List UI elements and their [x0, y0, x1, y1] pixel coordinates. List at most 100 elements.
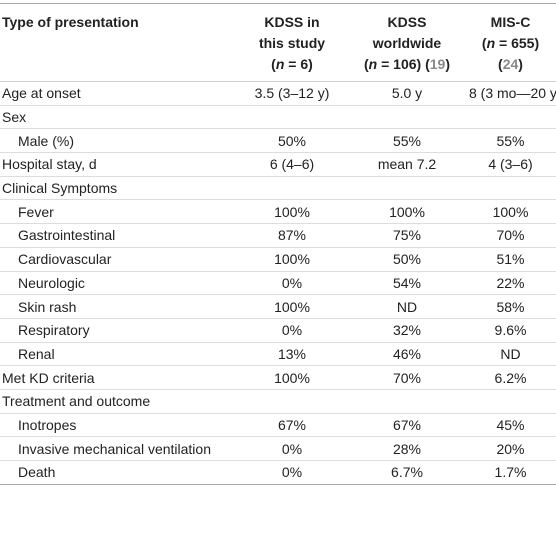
- header-text: = 6): [284, 56, 313, 72]
- header-text: = 655) (: [495, 35, 540, 72]
- cell-value: 3.5 (3–12 y): [235, 81, 349, 106]
- cell-value: 32%: [349, 318, 465, 343]
- cell-value: 55%: [349, 128, 465, 154]
- cell-value: 4 (3–6): [465, 152, 556, 177]
- row-label: Neurologic: [0, 271, 235, 296]
- reference[interactable]: 19: [429, 56, 446, 72]
- cell-value: 55%: [465, 128, 556, 154]
- empty-cell: [235, 105, 349, 130]
- reference[interactable]: 24: [502, 56, 519, 72]
- cell-value: ND: [465, 342, 556, 367]
- cell-value: 28%: [349, 436, 465, 461]
- header-text: this study: [258, 35, 326, 51]
- row-label: Clinical Symptoms: [0, 176, 235, 201]
- row-label: Treatment and outcome: [0, 389, 235, 414]
- header-text: worldwide: [372, 35, 442, 51]
- cell-value: 70%: [465, 223, 556, 248]
- row-label: Sex: [0, 105, 235, 130]
- empty-cell: [465, 176, 556, 201]
- table-header: Type of presentation KDSS in this study (n…: [0, 3, 556, 82]
- data-table: Type of presentation KDSS in this study (n…: [0, 3, 556, 485]
- table-row: Renal 13% 46% ND: [0, 342, 556, 367]
- cell-value: 6.7%: [349, 460, 465, 485]
- header-cell: MIS-C (n = 655) (24): [465, 3, 556, 82]
- cell-value: 0%: [235, 460, 349, 485]
- table-row: Sex: [0, 105, 556, 130]
- cell-value: 9.6%: [465, 318, 556, 343]
- cell-value: 6 (4–6): [235, 152, 349, 177]
- cell-value: mean 7.2: [349, 152, 465, 177]
- header-text: n: [275, 56, 285, 72]
- table-row: Fever 100% 100% 100%: [0, 199, 556, 225]
- cell-value: 5.0 y: [349, 81, 465, 106]
- header-text: KDSS in: [264, 14, 320, 30]
- header-text: ): [445, 56, 450, 72]
- cell-value: 1.7%: [465, 460, 556, 485]
- cell-value: 100%: [349, 199, 465, 225]
- table-row: Treatment and outcome: [0, 389, 556, 414]
- row-label: Male (%): [0, 128, 235, 154]
- header-text: (: [271, 56, 276, 72]
- cell-value: 51%: [465, 247, 556, 272]
- table-row: Invasive mechanical ventilation 0% 28% 20%: [0, 436, 556, 461]
- row-label: Met KD criteria: [0, 365, 235, 390]
- cell-value: 50%: [349, 247, 465, 272]
- row-label: Cardiovascular: [0, 247, 235, 272]
- row-label: Renal: [0, 342, 235, 367]
- cell-value: 100%: [235, 247, 349, 272]
- header-cell: KDSS worldwide (n = 106) (19): [349, 3, 465, 82]
- cell-value: ND: [349, 294, 465, 319]
- row-label: Age at onset: [0, 81, 235, 106]
- cell-value: 45%: [465, 413, 556, 438]
- row-label: Respiratory: [0, 318, 235, 343]
- cell-value: 67%: [235, 413, 349, 438]
- table-row: Skin rash 100% ND 58%: [0, 294, 556, 319]
- cell-value: 8 (3 mo—20 y): [465, 81, 556, 106]
- cell-value: 100%: [235, 294, 349, 319]
- empty-cell: [235, 176, 349, 201]
- cell-value: 87%: [235, 223, 349, 248]
- empty-cell: [235, 389, 349, 414]
- cell-value: 67%: [349, 413, 465, 438]
- empty-cell: [349, 176, 465, 201]
- row-label: Death: [0, 460, 235, 485]
- row-label: Skin rash: [0, 294, 235, 319]
- empty-cell: [465, 389, 556, 414]
- table-row: Clinical Symptoms: [0, 176, 556, 201]
- cell-value: 0%: [235, 271, 349, 296]
- empty-cell: [465, 105, 556, 130]
- table-row: Male (%) 50% 55% 55%: [0, 128, 556, 154]
- cell-value: 0%: [235, 436, 349, 461]
- cell-value: 70%: [349, 365, 465, 390]
- cell-value: 20%: [465, 436, 556, 461]
- cell-value: 13%: [235, 342, 349, 367]
- header-text: = 106) (: [377, 56, 430, 72]
- cell-value: 100%: [235, 365, 349, 390]
- row-label: Inotropes: [0, 413, 235, 438]
- cell-value: 50%: [235, 128, 349, 154]
- header-cell: Type of presentation: [0, 3, 235, 82]
- cell-value: 100%: [465, 199, 556, 225]
- table-row: Met KD criteria 100% 70% 6.2%: [0, 365, 556, 390]
- table-row: Cardiovascular 100% 50% 51%: [0, 247, 556, 272]
- empty-cell: [349, 105, 465, 130]
- header-text: (: [481, 35, 487, 51]
- header-text: (: [363, 56, 369, 72]
- table-row: Neurologic 0% 54% 22%: [0, 271, 556, 296]
- row-label: Fever: [0, 199, 235, 225]
- cell-value: 100%: [235, 199, 349, 225]
- cell-value: 22%: [465, 271, 556, 296]
- cell-value: 6.2%: [465, 365, 556, 390]
- header-text: KDSS: [387, 14, 427, 30]
- cell-value: 75%: [349, 223, 465, 248]
- row-label: Hospital stay, d: [0, 152, 235, 177]
- row-label: Gastrointestinal: [0, 223, 235, 248]
- cell-value: 0%: [235, 318, 349, 343]
- header-text: MIS-C: [490, 14, 531, 30]
- table-row: Death 0% 6.7% 1.7%: [0, 460, 556, 485]
- header-text: Type of presentation: [2, 14, 139, 30]
- header-row: Type of presentation KDSS in this study (n…: [0, 3, 556, 82]
